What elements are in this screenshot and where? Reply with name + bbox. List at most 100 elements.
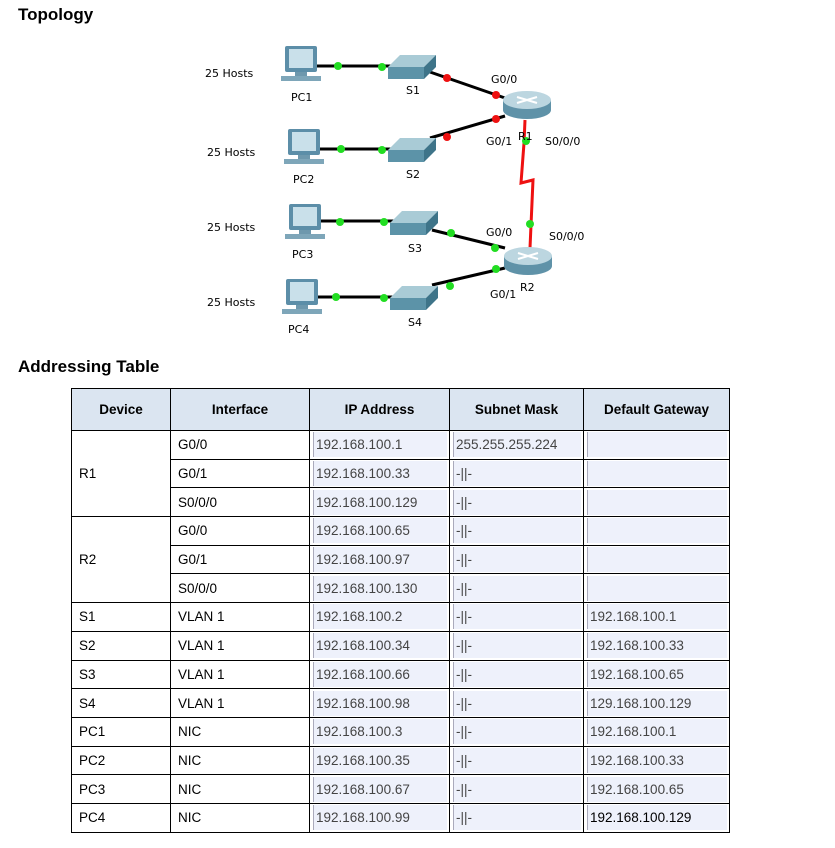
default-gateway-field[interactable]: 192.168.100.1 — [587, 604, 727, 630]
ip-address-field-cell: 192.168.100.98 — [309, 688, 450, 718]
interface-cell: S0/0/0 — [170, 487, 310, 518]
interface-cell: NIC — [170, 802, 310, 833]
interface-cell: G0/0 — [170, 430, 310, 460]
pc1-label: PC1 — [291, 91, 312, 104]
default-gateway-field[interactable] — [587, 575, 727, 601]
ip-address-field[interactable]: 192.168.100.99 — [313, 805, 447, 831]
ip-address-field[interactable]: 192.168.100.98 — [313, 690, 447, 716]
r2-g00-label: G0/0 — [486, 226, 512, 239]
r1-s000-label: S0/0/0 — [545, 135, 580, 148]
ip-address-field-cell: 192.168.100.67 — [309, 774, 450, 804]
subnet-mask-field[interactable]: -||- — [453, 489, 581, 515]
ip-address-field[interactable]: 192.168.100.66 — [313, 661, 447, 687]
pc3-label: PC3 — [292, 248, 313, 261]
subnet-mask-field[interactable]: -||- — [453, 747, 581, 773]
default-gateway-field[interactable] — [587, 461, 727, 487]
subnet-mask-field[interactable]: -||- — [453, 547, 581, 573]
ip-address-field[interactable]: 192.168.100.65 — [313, 518, 447, 544]
subnet-mask-field[interactable]: -||- — [453, 661, 581, 687]
default-gateway-field[interactable]: 192.168.100.129 — [587, 805, 727, 831]
topology-diagram: 25 Hosts 25 Hosts 25 Hosts 25 Hosts PC1 … — [205, 46, 584, 336]
hosts-label: 25 Hosts — [207, 296, 256, 309]
switch-s2-icon[interactable] — [388, 138, 436, 162]
ip-address-field[interactable]: 192.168.100.33 — [313, 461, 447, 487]
ip-address-field-cell: 192.168.100.2 — [309, 602, 450, 632]
interface-cell: G0/1 — [170, 458, 310, 489]
ip-address-field[interactable]: 192.168.100.34 — [313, 633, 447, 659]
r1-g01-label: G0/1 — [486, 135, 512, 148]
default-gateway-field[interactable]: 129.168.100.129 — [587, 690, 727, 716]
default-gateway-field-cell — [583, 430, 730, 460]
ip-address-field[interactable]: 192.168.100.3 — [313, 719, 447, 745]
subnet-mask-field-cell: -||- — [449, 544, 584, 575]
ip-address-field[interactable]: 192.168.100.97 — [313, 547, 447, 573]
default-gateway-field[interactable]: 192.168.100.33 — [587, 747, 727, 773]
pc4-label: PC4 — [288, 323, 309, 336]
router-r2-icon[interactable] — [503, 246, 553, 276]
table-row: S3 VLAN 1 192.168.100.66 -||- 192.168.100.65 — [71, 659, 730, 690]
r2-g01-label: G0/1 — [490, 288, 516, 301]
ip-address-field[interactable]: 192.168.100.129 — [313, 489, 447, 515]
ip-address-field[interactable]: 192.168.100.67 — [313, 776, 447, 802]
subnet-mask-field[interactable]: -||- — [453, 461, 581, 487]
default-gateway-field-cell: 192.168.100.33 — [583, 630, 730, 661]
switch-s3-icon[interactable] — [390, 211, 438, 235]
subnet-mask-field[interactable]: -||- — [453, 719, 581, 745]
header-interface: Interface — [170, 388, 310, 431]
device-cell: R2 — [71, 516, 171, 604]
table-row: S2 VLAN 1 192.168.100.34 -||- 192.168.100.33 — [71, 630, 730, 661]
subnet-mask-field-cell: -||- — [449, 602, 584, 632]
default-gateway-field[interactable] — [587, 547, 727, 573]
ip-address-field-cell: 192.168.100.99 — [309, 802, 450, 833]
subnet-mask-field-cell: -||- — [449, 774, 584, 804]
interface-cell: S0/0/0 — [170, 573, 310, 604]
ip-address-field-cell: 192.168.100.130 — [309, 573, 450, 604]
default-gateway-field[interactable] — [587, 489, 727, 515]
ip-address-field[interactable]: 192.168.100.35 — [313, 747, 447, 773]
table-row: S0/0/0 192.168.100.130 -||- — [72, 573, 730, 604]
table-row: S4 VLAN 1 192.168.100.98 -||- 129.168.100.12… — [71, 688, 730, 718]
subnet-mask-field[interactable]: -||- — [453, 518, 581, 544]
pc3-icon[interactable] — [285, 204, 325, 239]
default-gateway-field[interactable]: 192.168.100.1 — [587, 719, 727, 745]
default-gateway-field[interactable]: 192.168.100.33 — [587, 633, 727, 659]
ip-address-field[interactable]: 192.168.100.130 — [313, 575, 447, 601]
subnet-mask-field[interactable]: -||- — [453, 690, 581, 716]
r1-label: R1 — [518, 130, 533, 143]
topology-heading: Topology — [18, 5, 94, 24]
ip-address-field[interactable]: 192.168.100.2 — [313, 604, 447, 630]
default-gateway-field-cell — [583, 487, 730, 518]
interface-cell: G0/0 — [170, 516, 310, 546]
interface-cell: NIC — [170, 745, 310, 776]
switch-s4-icon[interactable] — [390, 286, 438, 310]
default-gateway-field[interactable]: 192.168.100.65 — [587, 661, 727, 687]
ip-address-field[interactable]: 192.168.100.1 — [313, 432, 447, 458]
subnet-mask-field[interactable]: -||- — [453, 776, 581, 802]
ip-address-field-cell: 192.168.100.65 — [309, 516, 450, 546]
subnet-mask-field[interactable]: -||- — [453, 633, 581, 659]
table-row: PC2 NIC 192.168.100.35 -||- 192.168.100.33 — [71, 745, 730, 776]
default-gateway-field[interactable]: 192.168.100.65 — [587, 776, 727, 802]
device-cell: PC4 — [71, 802, 171, 833]
subnet-mask-field-cell: -||- — [449, 659, 584, 690]
ip-address-field-cell: 192.168.100.3 — [309, 716, 450, 747]
device-cell: PC2 — [71, 745, 171, 776]
switch-s1-icon[interactable] — [388, 55, 436, 79]
subnet-mask-field[interactable]: -||- — [453, 805, 581, 831]
pc2-icon[interactable] — [284, 129, 324, 164]
subnet-mask-field-cell: -||- — [449, 458, 584, 489]
subnet-mask-field[interactable]: 255.255.255.224 — [453, 432, 581, 458]
s2-label: S2 — [406, 168, 420, 181]
default-gateway-field[interactable] — [587, 432, 727, 458]
default-gateway-field-cell — [583, 573, 730, 604]
table-row: R2 G0/0 192.168.100.65 -||- — [71, 516, 730, 604]
pc1-icon[interactable] — [281, 46, 321, 81]
table-row: PC1 NIC 192.168.100.3 -||- 192.168.100.1 — [71, 716, 730, 747]
subnet-mask-field[interactable]: -||- — [453, 575, 581, 601]
pc4-icon[interactable] — [282, 279, 322, 314]
router-r1-icon[interactable] — [502, 90, 552, 120]
device-cell: S2 — [71, 630, 171, 661]
table-row: S1 VLAN 1 192.168.100.2 -||- 192.168.100.1 — [71, 602, 730, 632]
default-gateway-field[interactable] — [587, 518, 727, 544]
subnet-mask-field[interactable]: -||- — [453, 604, 581, 630]
